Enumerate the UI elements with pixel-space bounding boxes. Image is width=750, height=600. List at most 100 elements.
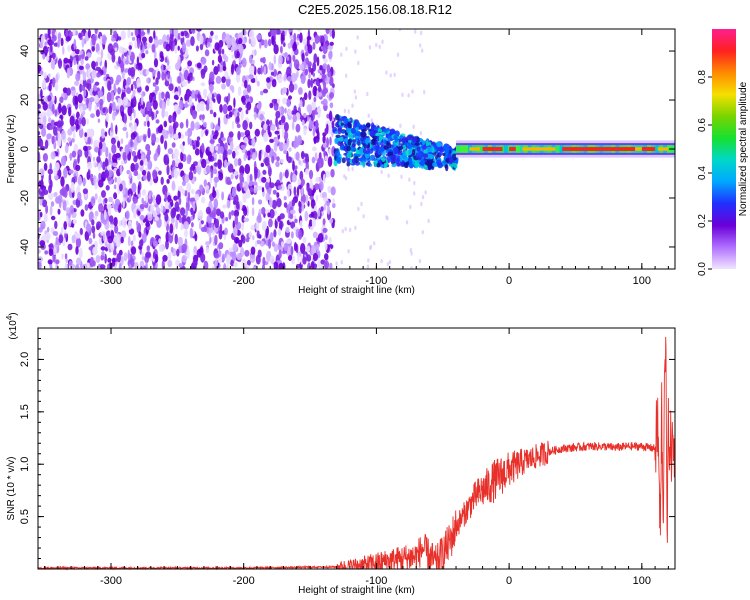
- noise-cell: [165, 65, 171, 70]
- noise-cell: [287, 42, 292, 49]
- noise-cell: [152, 169, 157, 180]
- noise-cell: [113, 83, 116, 92]
- noise-cell: [102, 233, 106, 242]
- noise-cell: [252, 181, 258, 186]
- noise-cell: [233, 110, 237, 118]
- noise-cell: [85, 63, 90, 70]
- noise-cell: [299, 170, 304, 181]
- noise-cell: [262, 56, 266, 64]
- noise-cell: [166, 34, 170, 42]
- x-tick-label: -200: [233, 275, 255, 287]
- noise-cell: [325, 170, 330, 178]
- x-tick-label: -100: [365, 575, 387, 587]
- noise-cell: [186, 248, 190, 259]
- noise-cell: [72, 29, 76, 37]
- noise-cell: [164, 140, 168, 150]
- noise-cell: [184, 190, 188, 197]
- noise-cell: [213, 198, 219, 209]
- noise-cell: [251, 59, 255, 65]
- noise-cell: [95, 146, 99, 153]
- noise-cell: [201, 57, 207, 64]
- noise-cell: [39, 70, 44, 75]
- noise-cell: [48, 73, 51, 78]
- noise-cell: [60, 226, 64, 234]
- onset-cell: [369, 130, 374, 137]
- noise-cell: [82, 71, 87, 81]
- noise-cell: [271, 35, 275, 46]
- noise-cell: [294, 218, 298, 223]
- noise-cell: [181, 254, 188, 263]
- noise-cell: [196, 102, 201, 112]
- noise-cell: [69, 152, 73, 161]
- noise-cell: [81, 103, 88, 111]
- onset-cell: [346, 161, 351, 167]
- noise-cell: [145, 143, 151, 152]
- onset-cell: [362, 160, 366, 168]
- noise-cell: [332, 202, 336, 209]
- noise-cell: [127, 249, 130, 261]
- noise-cell: [232, 150, 236, 159]
- noise-cell: [190, 36, 195, 47]
- noise-cell: [261, 149, 264, 156]
- noise-cell: [192, 105, 196, 111]
- noise-cell: [137, 184, 140, 195]
- noise-cell: [283, 122, 289, 132]
- noise-cell: [65, 36, 71, 42]
- noise-cell: [388, 259, 392, 265]
- noise-cell: [196, 62, 202, 69]
- noise-cell: [268, 131, 272, 138]
- noise-cell: [128, 263, 132, 269]
- noise-cell: [49, 264, 53, 269]
- noise-cell: [323, 260, 330, 269]
- noise-cell: [209, 236, 212, 244]
- noise-cell: [84, 132, 88, 138]
- noise-cell: [186, 182, 192, 193]
- noise-cell: [232, 243, 238, 252]
- noise-cell: [61, 253, 64, 260]
- noise-cell: [146, 42, 152, 49]
- noise-cell: [75, 246, 79, 255]
- noise-cell: [327, 156, 333, 168]
- colorbar-tick-label: 0.2: [697, 214, 708, 228]
- noise-cell: [118, 46, 124, 54]
- noise-cell: [43, 162, 48, 171]
- noise-cell: [291, 199, 296, 207]
- noise-cell: [152, 211, 158, 218]
- noise-cell: [79, 83, 83, 93]
- noise-cell: [270, 123, 276, 131]
- noise-cell: [91, 225, 96, 234]
- noise-cell: [312, 146, 317, 152]
- noise-cell: [267, 212, 271, 218]
- noise-cell: [315, 194, 319, 202]
- noise-cell: [301, 52, 305, 62]
- noise-cell: [47, 117, 52, 123]
- noise-cell: [324, 241, 328, 251]
- noise-cell: [199, 34, 204, 45]
- noise-cell: [195, 140, 200, 148]
- signal-cell: [655, 145, 660, 153]
- noise-cell: [270, 29, 276, 37]
- noise-cell: [263, 66, 267, 76]
- noise-cell: [296, 186, 300, 197]
- noise-cell: [253, 166, 258, 176]
- noise-cell: [322, 135, 326, 144]
- noise-cell: [316, 56, 320, 67]
- noise-cell: [181, 243, 187, 253]
- noise-cell: [49, 205, 53, 216]
- noise-cell: [147, 127, 151, 139]
- noise-cell: [131, 150, 137, 157]
- noise-cell: [266, 77, 271, 83]
- noise-cell: [97, 118, 101, 123]
- onset-cell: [375, 140, 379, 145]
- noise-cell: [262, 169, 267, 175]
- noise-cell: [303, 128, 307, 136]
- noise-cell: [163, 120, 168, 128]
- noise-cell: [145, 167, 149, 173]
- noise-cell: [49, 40, 55, 46]
- noise-cell: [52, 61, 55, 71]
- noise-cell: [240, 144, 246, 149]
- noise-cell: [271, 155, 275, 164]
- noise-cell: [192, 144, 196, 150]
- noise-cell: [130, 66, 136, 78]
- noise-cell: [300, 178, 305, 187]
